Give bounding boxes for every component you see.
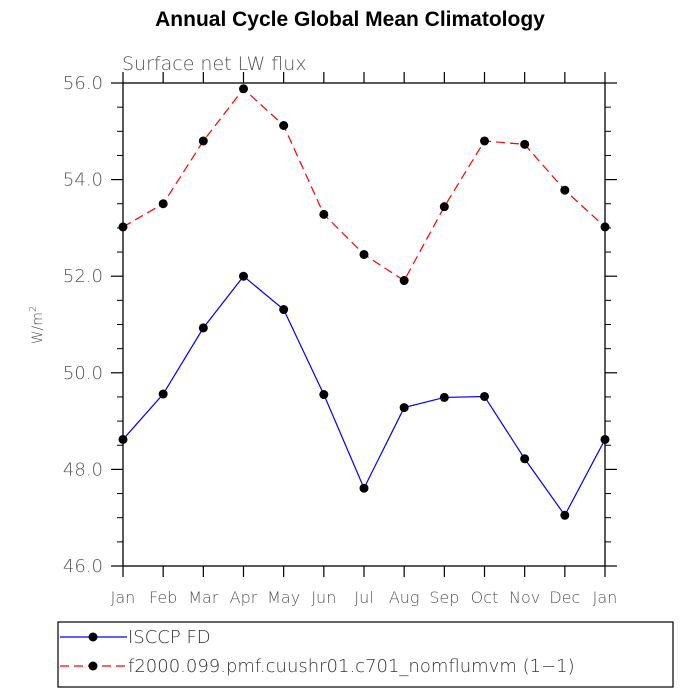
- x-tick-label: Dec: [549, 588, 580, 607]
- data-point: [480, 136, 489, 146]
- legend-label: ISCCP FD: [128, 627, 211, 648]
- data-point: [158, 199, 168, 209]
- data-point: [399, 403, 409, 413]
- data-point: [439, 392, 449, 402]
- data-point: [600, 434, 610, 444]
- y-tick-label: 46.0: [63, 556, 103, 577]
- x-tick-label: Sep: [429, 588, 459, 607]
- y-tick-label: 48.0: [63, 459, 103, 480]
- x-tick-label: Jun: [311, 588, 336, 607]
- x-tick-label: Mar: [188, 588, 219, 607]
- y-axis-tick-labels: 46.0 48.0 50.0 52.0 54.0 56.0: [63, 73, 103, 577]
- series-1: [118, 271, 610, 520]
- data-point: [319, 390, 329, 400]
- legend: ISCCP FD f2000.099.pmf.cuushr01.c701_nomf…: [60, 627, 575, 677]
- y-axis-label: W/m2: [28, 306, 46, 345]
- data-point: [480, 391, 489, 401]
- data-point: [520, 454, 530, 464]
- data-point: [279, 305, 289, 315]
- legend-marker: [88, 661, 98, 671]
- x-tick-label: Nov: [509, 588, 540, 607]
- y-tick-label: 50.0: [63, 363, 103, 384]
- x-tick-label: Jul: [354, 588, 373, 607]
- legend-label: f2000.099.pmf.cuushr01.c701_nomflumvm (1…: [128, 656, 575, 677]
- chart-title: Annual Cycle Global Mean Climatology: [155, 8, 545, 31]
- x-tick-label: May: [267, 588, 300, 607]
- y-axis-label-superscript: 2: [28, 306, 39, 312]
- data-point: [600, 222, 610, 232]
- x-tick-label: Apr: [230, 588, 258, 607]
- data-point: [560, 185, 570, 195]
- chart-subtitle: Surface net LW flux: [122, 53, 307, 75]
- data-point: [118, 222, 128, 232]
- data-point: [560, 510, 570, 520]
- x-tick-label: Jan: [593, 588, 618, 607]
- data-point: [118, 434, 128, 444]
- x-tick-label: Jan: [111, 588, 136, 607]
- x-tick-label: Oct: [471, 588, 499, 607]
- y-tick-label: 52.0: [63, 266, 103, 287]
- series-layer: [118, 84, 610, 520]
- data-point: [359, 249, 369, 259]
- data-point: [158, 389, 168, 399]
- data-point: [239, 84, 248, 94]
- data-point: [279, 121, 289, 131]
- legend-box: [57, 621, 674, 688]
- x-tick-label: Aug: [389, 588, 420, 607]
- y-tick-label: 54.0: [63, 170, 103, 191]
- data-point: [319, 209, 329, 219]
- data-point: [198, 323, 208, 333]
- axis-ticks: [111, 72, 617, 577]
- data-point: [520, 139, 530, 149]
- plot-frame: [122, 82, 606, 567]
- data-point: [439, 202, 449, 212]
- data-point: [198, 136, 208, 146]
- legend-marker: [88, 632, 98, 642]
- y-tick-label: 56.0: [63, 73, 103, 94]
- y-axis-label-unit: W/m: [30, 312, 46, 344]
- x-tick-label: Feb: [149, 588, 177, 607]
- data-point: [239, 271, 248, 281]
- series-2: [118, 84, 610, 286]
- data-point: [399, 276, 409, 286]
- x-axis-tick-labels: Jan Feb Mar Apr May Jun Jul Aug Sep Oct Nov Dec Jan: [111, 588, 618, 607]
- series-line: [122, 275, 606, 517]
- data-point: [359, 483, 369, 493]
